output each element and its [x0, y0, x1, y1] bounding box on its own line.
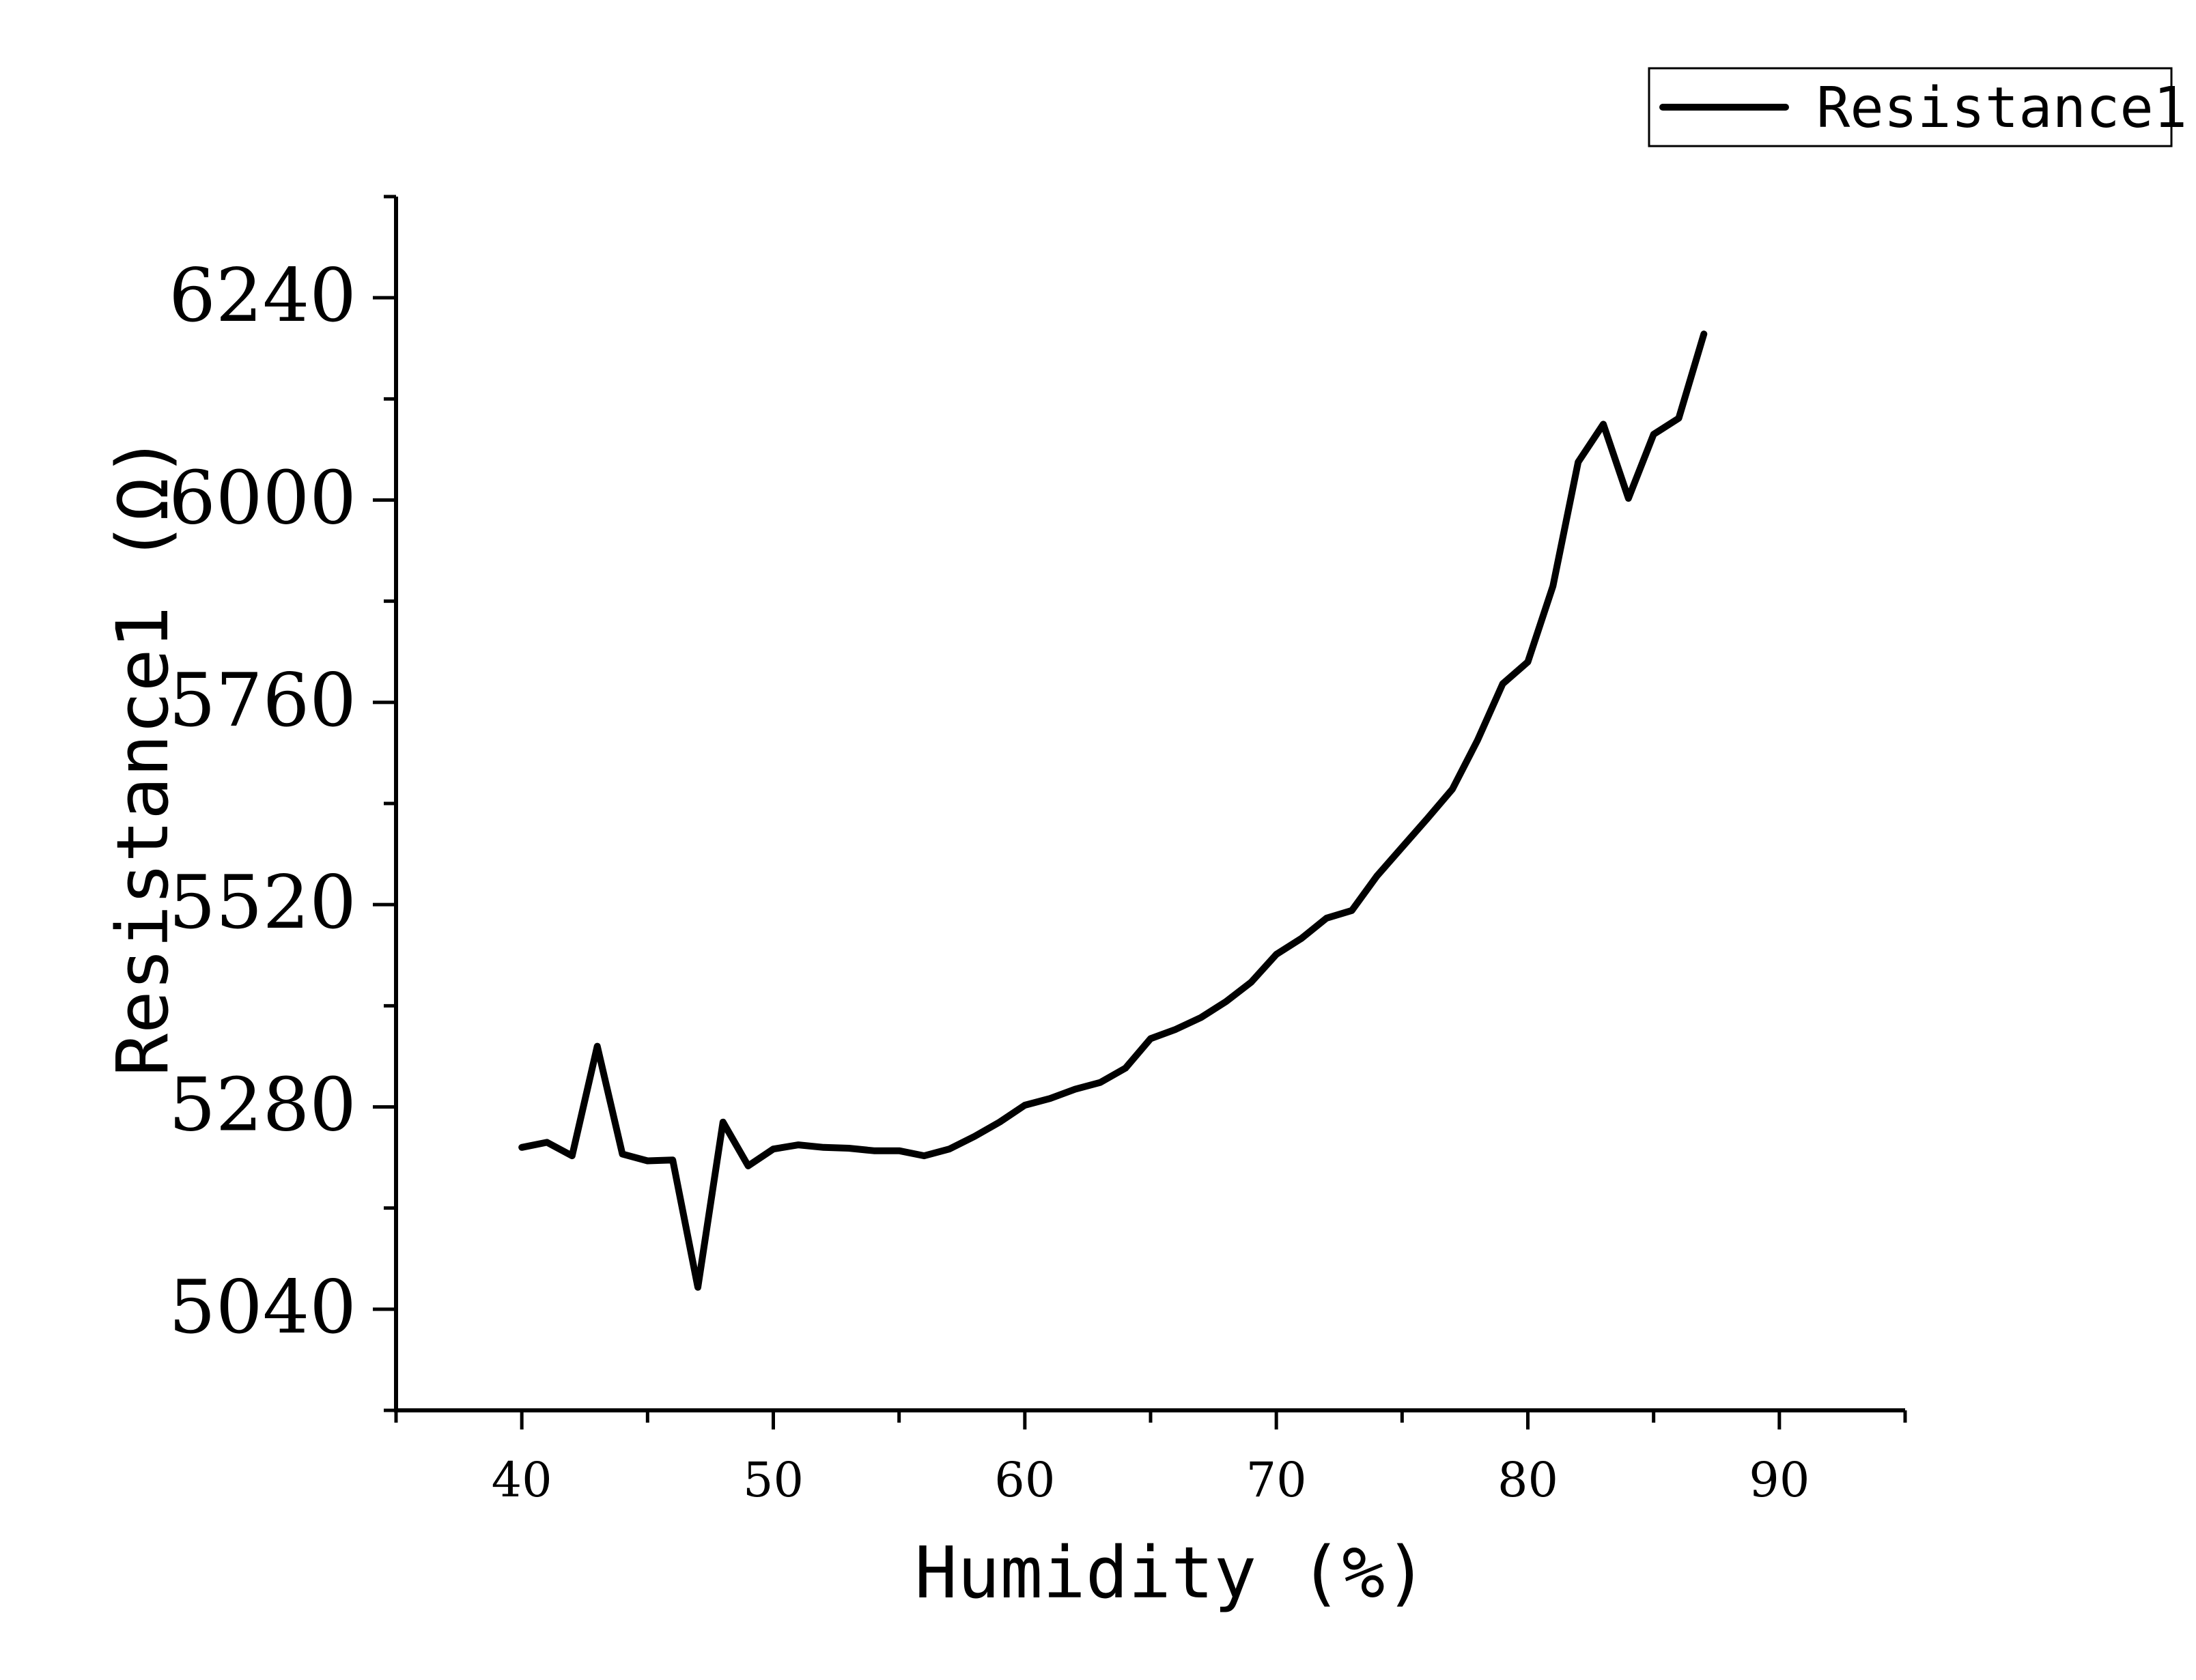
x-tick-label: 70: [1246, 1452, 1307, 1508]
x-tick-label: 40: [492, 1452, 552, 1508]
legend-label: Resistance1: [1816, 76, 2187, 141]
legend: Resistance1: [1648, 67, 2187, 147]
axes: 5040 5280 5520 5760 6000 6240 40 50 60 70 80 90: [169, 195, 1907, 1508]
y-axis-ticks: 5040 5280 5520 5760 6000 6240: [169, 195, 396, 1412]
y-tick-label: 6240: [169, 253, 356, 339]
x-axis-ticks: 40 50 60 70 80 90: [394, 1410, 1907, 1508]
x-axis-title: Humidity (%): [914, 1531, 1427, 1614]
y-tick-label: 5040: [169, 1265, 356, 1350]
x-tick-label: 50: [743, 1452, 804, 1508]
x-tick-label: 60: [994, 1452, 1055, 1508]
y-tick-label: 5520: [169, 860, 356, 945]
series-line: [518, 330, 1708, 1291]
y-tick-label: 5280: [169, 1063, 356, 1148]
y-axis-title: Resistance1 (Ω): [101, 435, 184, 1076]
series-layer: [518, 330, 1708, 1291]
x-tick-label: 80: [1497, 1452, 1558, 1508]
y-tick-label: 5760: [169, 658, 356, 743]
x-tick-label: 90: [1749, 1452, 1810, 1508]
y-tick-label: 6000: [169, 456, 356, 541]
